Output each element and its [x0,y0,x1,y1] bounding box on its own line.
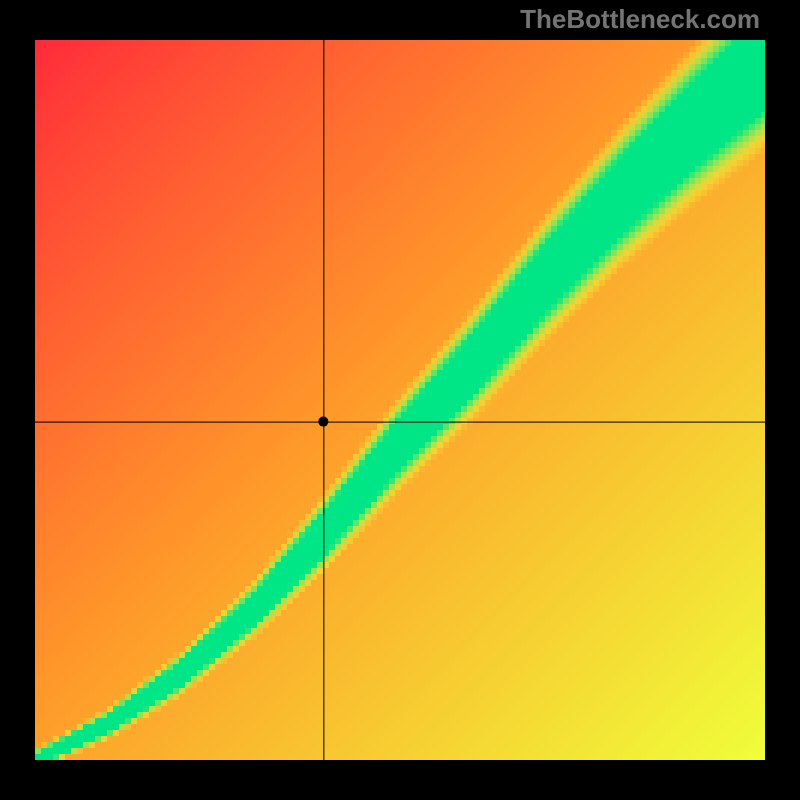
heatmap-plot [35,40,765,760]
heatmap-canvas [35,40,765,760]
watermark-text: TheBottleneck.com [520,4,760,35]
